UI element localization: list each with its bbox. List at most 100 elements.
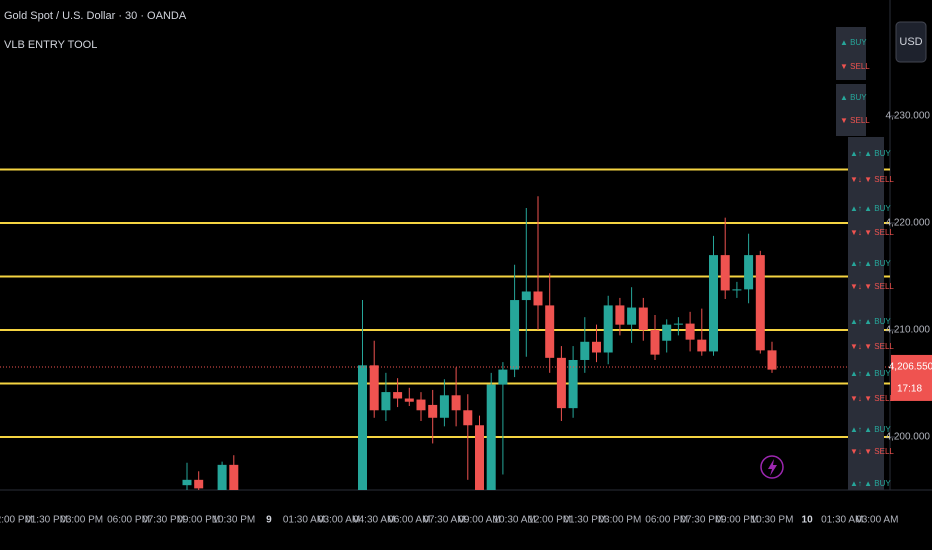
candle-body [358, 365, 367, 490]
x-tick-label: 03:00 AM [318, 515, 360, 526]
candle-body [662, 324, 672, 341]
candle-body [685, 323, 695, 340]
x-tick-label: 10:30 AM [493, 515, 535, 526]
signal-label: ▲ BUY [840, 93, 867, 102]
signal-label: ▼↓ ▼ SELL [850, 447, 894, 456]
signal-box-bg [836, 27, 866, 80]
y-tick-label: 4,220.000 [886, 218, 931, 229]
signal-box-bg [836, 84, 866, 136]
candle-body [732, 289, 742, 291]
x-tick-label: 12:00 PM [528, 515, 571, 526]
x-tick-label: 03:00 PM [598, 515, 641, 526]
candle-body [627, 307, 637, 325]
signal-column-bg [848, 137, 884, 490]
x-tick-label: 07:30 PM [680, 515, 723, 526]
candle-body [545, 305, 555, 358]
signal-label: ▲↑ ▲ BUY [850, 204, 891, 213]
candle-body [755, 255, 765, 351]
signal-label: ▼↓ ▼ SELL [850, 175, 894, 184]
candle-body [568, 359, 578, 409]
candle-body [217, 464, 227, 490]
currency[interactable]: USD [899, 36, 922, 48]
candle-body [709, 255, 718, 352]
candle-body [697, 339, 707, 352]
alert-bolt [768, 459, 777, 476]
candle-body [463, 410, 473, 426]
countdown: 17:18 [897, 384, 922, 395]
candle-body [229, 464, 239, 490]
candle-body [580, 341, 590, 360]
candle-body [439, 395, 449, 418]
x-tick-label: 01:30 AM [283, 515, 325, 526]
candle-body [486, 384, 496, 490]
candle-body [592, 341, 601, 353]
x-tick-label: 07:30 PM [142, 515, 185, 526]
signal-label: ▼↓ ▼ SELL [850, 342, 894, 351]
candle-body [416, 399, 426, 411]
x-tick-label: 04:30 AM [353, 515, 395, 526]
candle-body [720, 255, 730, 291]
x-tick-label: 10 [802, 515, 814, 526]
candle-body [744, 255, 754, 290]
signal-label: ▲↑ ▲ BUY [850, 369, 891, 378]
candle-body [767, 350, 777, 370]
candle-body [182, 479, 192, 486]
currency-button[interactable] [895, 21, 927, 63]
candle-body [451, 395, 461, 411]
x-tick-label: 9 [266, 515, 272, 526]
candle-body [533, 291, 543, 306]
candle-body [369, 365, 379, 411]
chart-title: Gold Spot / U.S. Dollar · 30 · OANDA [4, 10, 187, 22]
candle-body [498, 369, 508, 385]
signal-label: ▲↑ ▲ BUY [850, 425, 891, 434]
x-tick-label: 06:00 PM [107, 515, 150, 526]
candle-body [615, 305, 625, 325]
x-tick-label: 01:30 AM [821, 515, 863, 526]
x-tick-label: 03:00 AM [856, 515, 898, 526]
indicator-name: VLB ENTRY TOOL [4, 39, 97, 51]
y-tick-label: 4,210.000 [886, 325, 931, 336]
candle-body [404, 398, 414, 402]
x-tick-label: 09:00 PM [715, 515, 758, 526]
signal-label: ▲↑ ▲ BUY [850, 317, 891, 326]
alert-icon[interactable] [760, 455, 784, 479]
signal-label: ▼↓ ▼ SELL [850, 228, 894, 237]
signal-label: ▼ SELL [840, 116, 870, 125]
x-tick-label: 09:00 PM [177, 515, 220, 526]
x-tick-label: 06:00 AM [388, 515, 430, 526]
candle-body [393, 392, 403, 399]
candle-body [556, 357, 566, 409]
signal-label: ▲↑ ▲ BUY [850, 259, 891, 268]
candle-body [650, 330, 660, 355]
x-tick-label: 03:00 PM [60, 515, 103, 526]
candle-body [510, 300, 520, 370]
candle-body [428, 404, 438, 418]
candle-body [521, 291, 531, 301]
signal-label: ▼↓ ▼ SELL [850, 394, 894, 403]
candle-body [673, 323, 683, 325]
signal-label: ▼ SELL [840, 62, 870, 71]
last-price-label: 4,206.550 [889, 362, 932, 373]
candle-body [475, 425, 484, 490]
x-tick-label: 06:00 PM [645, 515, 688, 526]
x-tick-label: 09:00 AM [458, 515, 500, 526]
x-tick-label: 07:30 AM [423, 515, 465, 526]
candle-body [603, 305, 613, 353]
last-price-box [891, 354, 932, 401]
x-tick-label: 01:30 PM [563, 515, 606, 526]
x-tick-label: 12:00 PM [0, 515, 33, 526]
signal-label: ▼↓ ▼ SELL [850, 282, 894, 291]
y-tick-label: 4,200.000 [886, 432, 931, 443]
plot-area [0, 168, 890, 490]
x-tick-label: 01:30 PM [25, 515, 68, 526]
candle-body [638, 307, 648, 331]
signal-label: ▲↑ ▲ BUY [850, 149, 891, 158]
candle-body [381, 392, 391, 411]
candle-body [194, 479, 204, 489]
x-tick-label: 10:30 PM [751, 515, 794, 526]
y-tick-label: 4,230.000 [886, 111, 931, 122]
signal-label: ▲ BUY [840, 38, 867, 47]
signal-label: ▲↑ ▲ BUY [850, 479, 891, 488]
